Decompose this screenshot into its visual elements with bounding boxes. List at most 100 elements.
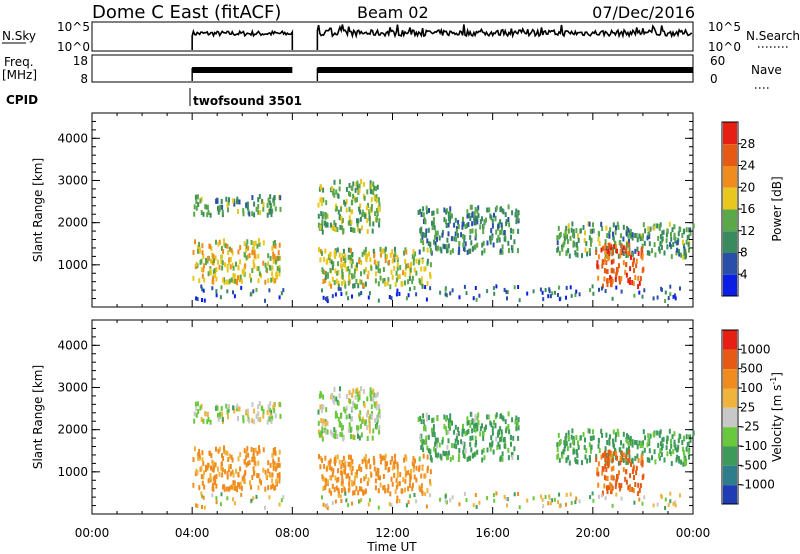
velocity-scatter-cell — [439, 443, 441, 448]
velocity-scatter-cell — [321, 458, 323, 463]
power-scatter-cell — [429, 286, 431, 290]
velocity-scatter-cell — [565, 503, 567, 507]
power-scatter-cell — [228, 197, 230, 202]
velocity-scatter-cell — [368, 503, 370, 507]
power-scatter-cell — [201, 298, 203, 302]
power-scatter-cell — [616, 249, 618, 254]
velocity-scatter-cell — [349, 476, 351, 481]
power-scatter-cell — [337, 247, 339, 252]
velocity-scatter-cell — [338, 401, 340, 406]
velocity-scatter-cell — [571, 435, 573, 440]
velocity-scatter-cell — [399, 472, 401, 477]
power-scatter-cell — [453, 236, 455, 241]
power-scatter-cell — [221, 266, 223, 271]
power-scatter-cell — [319, 225, 321, 230]
power-scatter-cell — [413, 261, 415, 266]
power-scatter-cell — [511, 210, 513, 215]
velocity-scatter-cell — [280, 414, 282, 419]
power-scatter-cell — [262, 261, 264, 266]
power-scatter-cell — [341, 269, 343, 274]
power-scatter-cell — [465, 241, 467, 246]
velocity-scatter-cell — [396, 485, 398, 490]
velocity-scatter-cell — [437, 453, 439, 458]
velocity-scatter-cell — [372, 397, 374, 402]
power-scatter-cell — [647, 226, 649, 231]
velocity-scatter-cell — [415, 499, 417, 503]
velocity-scatter-cell — [612, 457, 614, 462]
velocity-scatter-cell — [557, 447, 559, 452]
power-scatter-cell — [240, 286, 242, 290]
velocity-scatter-cell — [237, 416, 239, 421]
velocity-scatter-cell — [486, 496, 488, 500]
velocity-scatter-cell — [257, 461, 259, 466]
power-scatter-cell — [471, 221, 473, 226]
power-scatter-cell — [607, 269, 609, 274]
velocity-scatter-cell — [242, 415, 244, 420]
velocity-scatter-cell — [572, 450, 574, 455]
velocity-scatter-cell — [517, 436, 519, 441]
power-scatter-cell — [609, 227, 611, 232]
power-scatter-cell — [636, 259, 638, 264]
velocity-scatter-cell — [452, 495, 454, 499]
velocity-scatter-cell — [269, 417, 271, 422]
power-scatter-cell — [356, 197, 358, 202]
power-scatter-cell — [232, 290, 234, 294]
velocity-scatter-cell — [259, 478, 261, 483]
power-scatter-cell — [251, 250, 253, 255]
velocity-scatter-cell — [250, 485, 252, 490]
power-scatter-cell — [518, 210, 520, 215]
power-scatter-cell — [451, 214, 453, 219]
power-scatter-cell — [472, 228, 474, 233]
power-scatter-cell — [324, 249, 326, 254]
velocity-scatter-cell — [668, 503, 670, 507]
velocity-scatter-cell — [320, 391, 322, 396]
power-scatter-cell — [334, 180, 336, 185]
velocity-scatter-cell — [633, 488, 635, 493]
velocity-scatter-cell — [410, 469, 412, 474]
velocity-scatter-cell — [672, 449, 674, 454]
power-scatter-cell — [676, 248, 678, 253]
power-scatter-cell — [440, 247, 442, 252]
power-scatter-cell — [392, 275, 394, 280]
velocity-scatter-cell — [449, 423, 451, 428]
power-scatter-cell — [369, 216, 371, 221]
velocity-scatter-cell — [412, 483, 414, 488]
power-scatter-cell — [642, 267, 644, 272]
power-scatter-cell — [217, 242, 219, 247]
power-scatter-cell — [533, 289, 535, 293]
power-scatter-cell — [425, 266, 427, 271]
velocity-scatter-cell — [416, 466, 418, 471]
velocity-scatter-cell — [325, 482, 327, 487]
power-scatter-cell — [499, 219, 501, 224]
velocity-scatter-cell — [264, 487, 266, 492]
velocity-scatter-cell — [243, 474, 245, 479]
velocity-scatter-cell — [455, 425, 457, 430]
power-scatter-cell — [413, 256, 415, 261]
power-scatter-cell — [374, 211, 376, 216]
power-scatter-cell — [612, 297, 614, 301]
velocity-scatter-cell — [263, 447, 265, 452]
velocity-scatter-cell — [439, 498, 441, 502]
power-scatter-cell — [383, 267, 385, 272]
velocity-scatter-cell — [427, 488, 429, 493]
power-scatter-cell — [673, 224, 675, 229]
velocity-scatter-cell — [436, 416, 438, 421]
velocity-scatter-cell — [634, 456, 636, 461]
power-scatter-cell — [683, 229, 685, 234]
power-scatter-cell — [359, 229, 361, 234]
power-scatter-cell — [647, 235, 649, 240]
velocity-scatter-cell — [332, 501, 334, 505]
velocity-scatter-cell — [656, 430, 658, 435]
velocity-scatter-cell — [680, 460, 682, 465]
power-scatter-cell — [613, 259, 615, 264]
power-scatter-cell — [670, 232, 672, 237]
velocity-scatter-cell — [378, 488, 380, 493]
velocity-scatter-cell — [347, 503, 349, 507]
power-scatter-cell — [598, 288, 600, 292]
power-scatter-cell — [334, 250, 336, 255]
velocity-scatter-cell — [567, 446, 569, 451]
velocity-scatter-cell — [194, 411, 196, 416]
velocity-scatter-cell — [318, 421, 320, 426]
power-scatter-cell — [378, 197, 380, 202]
velocity-scatter-cell — [657, 503, 659, 507]
